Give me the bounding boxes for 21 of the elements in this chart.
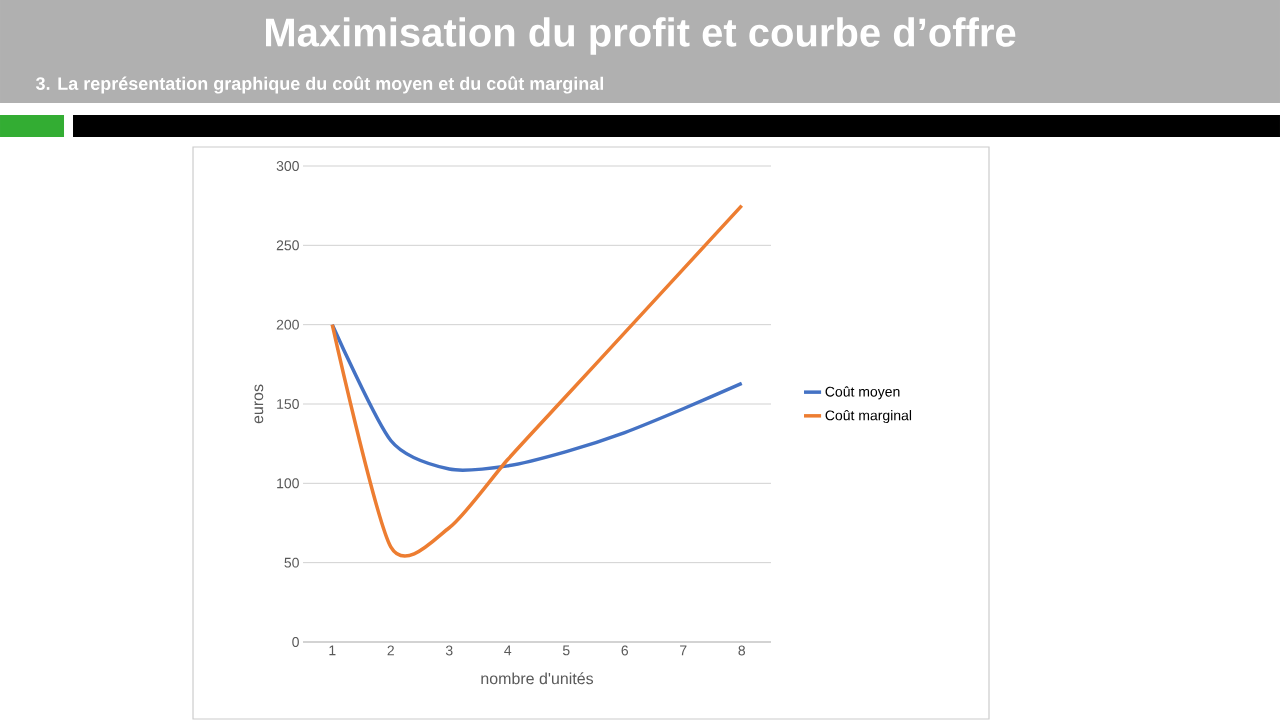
x-tick-label: 6 xyxy=(621,645,629,656)
x-tick-label: 2 xyxy=(387,645,394,656)
y-tick-label: 150 xyxy=(277,399,299,409)
x-tick-label: 8 xyxy=(738,645,746,656)
y-axis-title: euros xyxy=(254,384,264,424)
y-tick-label: 0 xyxy=(292,637,299,647)
legend-label: Coût moyen xyxy=(825,386,900,400)
chart-title: Maximisation du profit et courbe d’offre xyxy=(266,17,1016,55)
x-tick-label: 7 xyxy=(680,645,687,656)
chart-subtitle: 3. La représentation graphique du coût moyen et du coût marginal xyxy=(35,76,604,94)
x-tick-label: 1 xyxy=(329,645,336,656)
y-tick-label: 100 xyxy=(277,478,299,489)
legend-label: Coût marginal xyxy=(825,409,912,424)
y-tick-label: 300 xyxy=(276,161,299,171)
x-tick-label: 3 xyxy=(445,645,453,656)
y-tick-label: 200 xyxy=(276,319,299,330)
x-tick-label: 5 xyxy=(562,645,570,656)
y-tick-label: 250 xyxy=(276,240,299,251)
x-tick-label: 4 xyxy=(504,645,512,656)
x-axis-title: nombre d'unités xyxy=(481,672,594,685)
y-tick-label: 50 xyxy=(284,557,299,568)
